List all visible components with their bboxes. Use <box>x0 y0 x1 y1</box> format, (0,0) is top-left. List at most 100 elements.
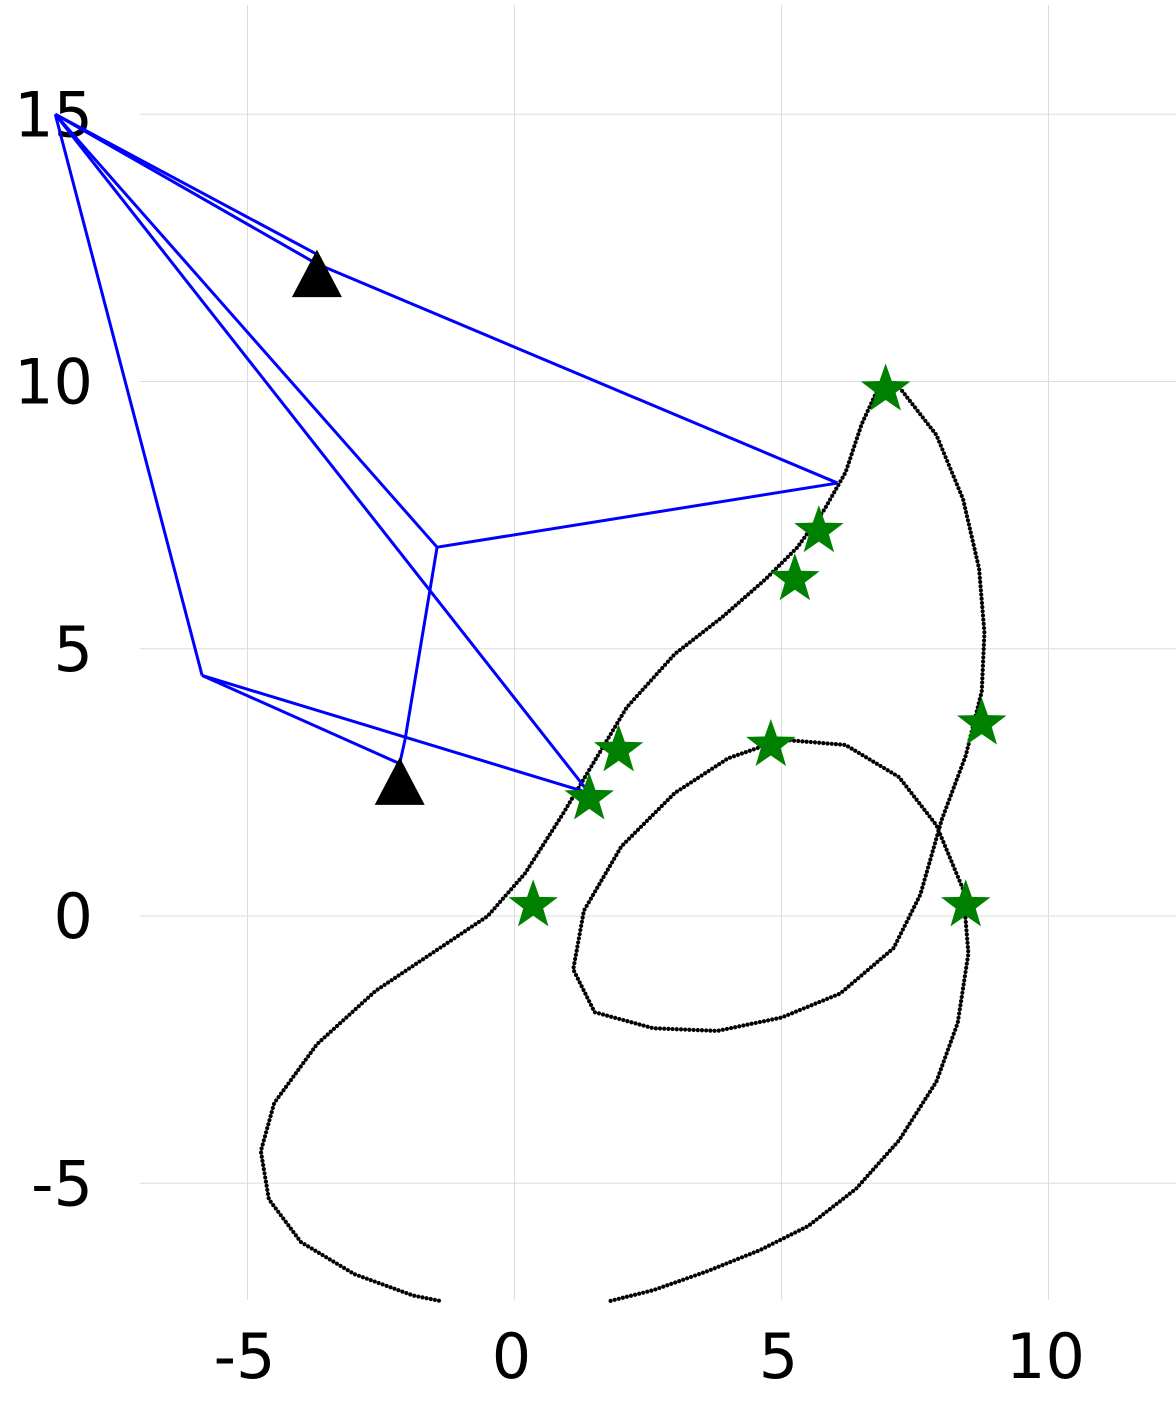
trajectory-point <box>606 735 611 740</box>
trajectory-point <box>681 1277 686 1282</box>
trajectory-point <box>868 1170 873 1175</box>
trajectory-point <box>412 1293 417 1298</box>
trajectory-point <box>610 728 616 733</box>
trajectory-point <box>356 1004 361 1009</box>
star-marker <box>770 553 820 601</box>
trajectory-point <box>811 1219 816 1225</box>
trajectory-point <box>379 985 384 990</box>
trajectory-point <box>980 663 986 668</box>
trajectory-point <box>637 690 642 696</box>
trajectory-point <box>960 986 966 991</box>
trajectory-point <box>635 827 641 832</box>
trajectory-point <box>455 933 461 939</box>
trajectory-point <box>720 1263 725 1268</box>
trajectory-point <box>954 870 959 876</box>
trajectory-point <box>964 961 969 966</box>
trajectory-point <box>830 493 835 499</box>
trajectory-point <box>306 1054 311 1059</box>
trajectory-point <box>903 1128 908 1133</box>
trajectory-point <box>960 990 965 995</box>
trajectory-point <box>509 887 514 892</box>
trajectory-point <box>388 1285 393 1290</box>
trajectory-point <box>844 468 849 473</box>
trajectory-point <box>316 1040 321 1046</box>
trajectory-point <box>965 936 970 941</box>
trajectory-point <box>262 1134 268 1139</box>
trajectory-point <box>980 667 985 673</box>
trajectory-point <box>893 1142 898 1147</box>
trajectory-point <box>612 856 617 861</box>
trajectory-point <box>685 782 690 787</box>
trajectory-point <box>273 1206 278 1211</box>
trajectory-point <box>964 965 969 970</box>
trajectory-point <box>805 1004 810 1009</box>
trajectory-point <box>751 1250 756 1255</box>
trajectory-point <box>600 1012 606 1017</box>
trajectory-point <box>660 665 665 671</box>
trajectory-point <box>963 919 968 925</box>
trajectory-point <box>681 645 686 650</box>
trajectory-point <box>670 1026 675 1032</box>
trajectory-point <box>595 885 600 890</box>
trajectory-point <box>908 912 913 917</box>
trajectory-point <box>751 747 756 752</box>
trajectory-point <box>782 557 787 562</box>
trajectory-point <box>406 966 412 971</box>
trajectory-point <box>334 1261 340 1266</box>
trajectory-point <box>946 462 951 468</box>
trajectory-point <box>785 554 790 559</box>
trajectory-point <box>605 867 610 872</box>
trajectory-point <box>265 1126 270 1131</box>
trajectory-point <box>951 785 956 790</box>
trajectory-point <box>922 877 927 882</box>
trajectory-point <box>917 800 922 806</box>
trajectory-point <box>288 1226 293 1231</box>
trajectory-point <box>673 1280 678 1285</box>
trajectory-point <box>963 754 968 759</box>
trajectory-point <box>469 924 475 929</box>
trajectory-point <box>930 428 936 433</box>
trajectory-point <box>350 1009 355 1014</box>
trajectory-point <box>707 624 712 629</box>
trajectory-point <box>473 922 478 927</box>
trajectory-point <box>573 952 578 957</box>
trajectory-point <box>703 771 708 776</box>
trajectory-point <box>746 592 751 597</box>
trajectory-point <box>399 971 405 976</box>
trajectory-point <box>967 526 972 531</box>
trajectory-point <box>278 1213 283 1218</box>
trajectory-point <box>778 1237 783 1243</box>
trajectory-point <box>624 1294 630 1299</box>
trajectory-point <box>981 625 987 631</box>
trajectory-point <box>958 1003 963 1008</box>
trajectory-point <box>920 415 925 420</box>
trajectory-point <box>662 1026 667 1031</box>
trajectory-point <box>898 1135 903 1140</box>
trajectory-point <box>674 650 679 655</box>
trajectory-point <box>263 1175 268 1180</box>
trajectory-point <box>674 789 680 794</box>
trajectory-point <box>743 750 748 755</box>
trajectory-point <box>977 575 982 580</box>
trajectory-point <box>875 959 880 964</box>
trajectory-point <box>669 1281 674 1286</box>
trajectory-point <box>260 1142 265 1147</box>
trajectory-point <box>923 873 928 878</box>
trajectory-point <box>368 1278 373 1283</box>
trajectory-point <box>742 595 748 600</box>
trajectory-point <box>885 768 890 773</box>
trajectory-point <box>934 1079 939 1084</box>
trajectory-point <box>565 803 570 809</box>
trajectory-point <box>978 584 983 589</box>
trajectory-point <box>298 1064 303 1069</box>
trajectory-point <box>531 857 537 862</box>
trajectory-point <box>627 836 632 841</box>
trajectory-point <box>420 957 426 962</box>
trajectory-point <box>331 1259 336 1264</box>
trajectory-point <box>938 1067 943 1072</box>
trajectory-point <box>303 1057 308 1062</box>
trajectory-point <box>759 1247 764 1252</box>
trajectory-point <box>836 992 841 997</box>
trajectory-point <box>965 745 970 751</box>
